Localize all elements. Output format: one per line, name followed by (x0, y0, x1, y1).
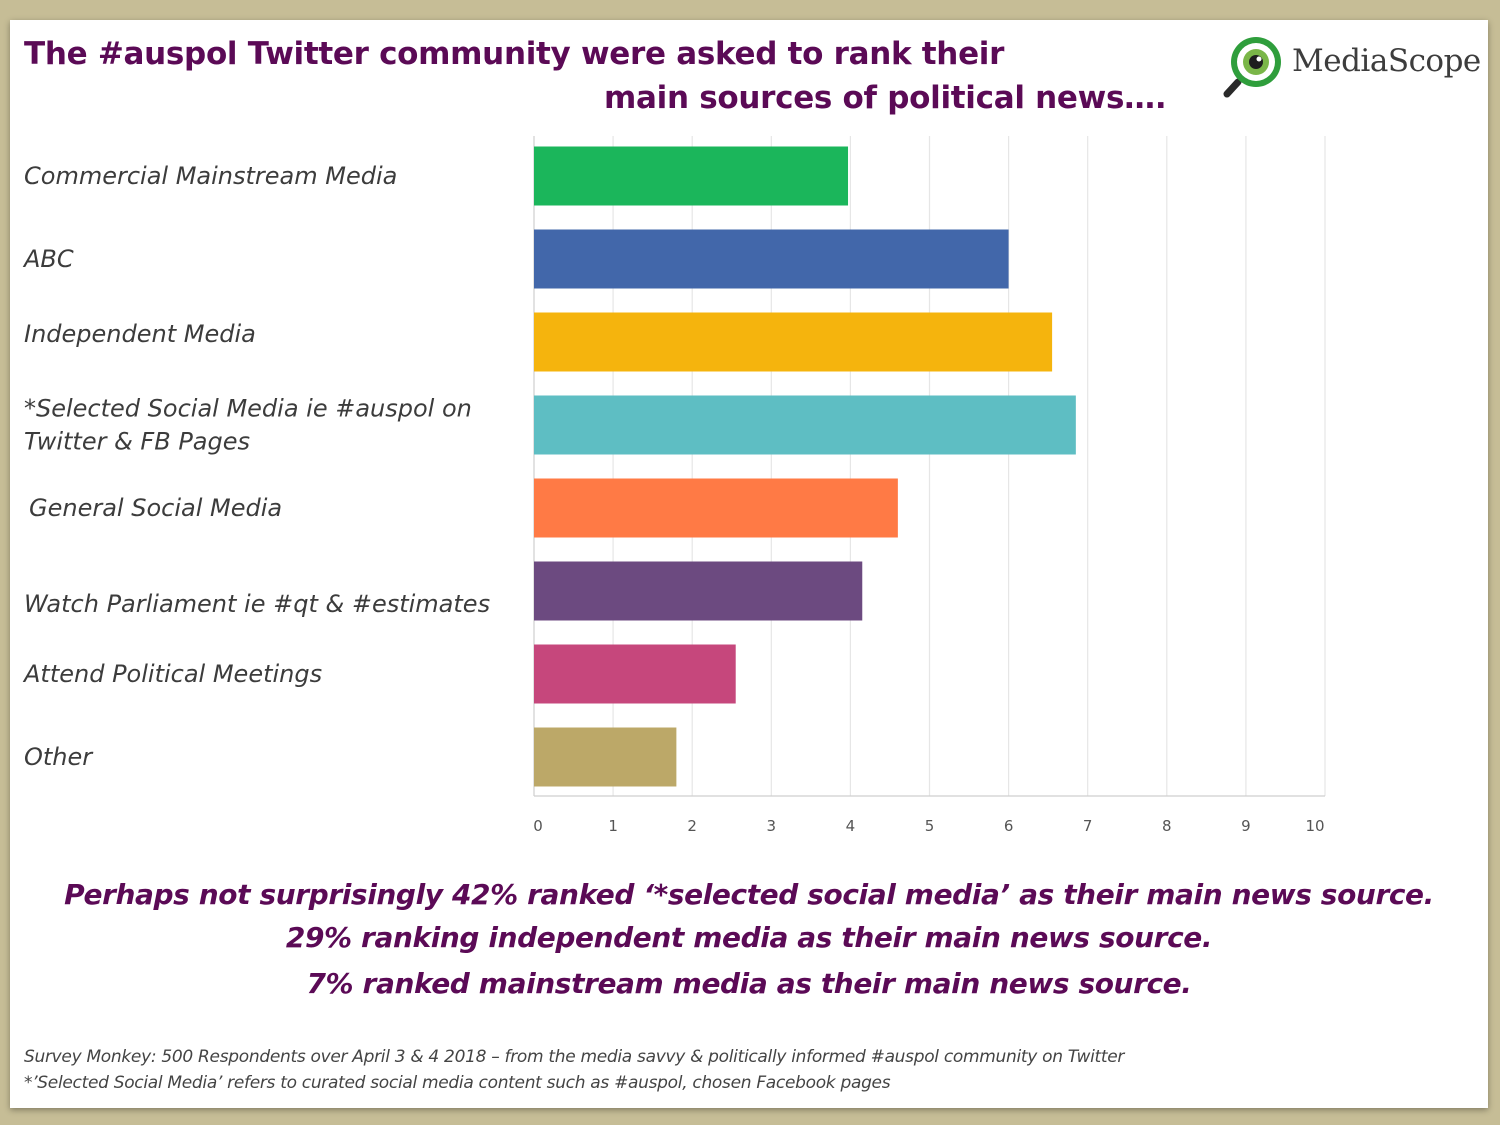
x-tick-label: 6 (1004, 817, 1014, 835)
bar (534, 561, 863, 621)
note-line-3: 7% ranked mainstream media as their main… (306, 967, 1192, 1000)
x-tick-label: 5 (925, 817, 935, 835)
category-label: Other (24, 743, 94, 771)
x-tick-label: 4 (846, 817, 856, 835)
category-label: Commercial Mainstream Media (24, 162, 397, 190)
category-label: Attend Political Meetings (22, 660, 322, 688)
title-line-2: main sources of political news…. (604, 80, 1167, 116)
bar-chart: 0 1 2 3 4 5 6 7 8 9 10 Commercial Mainstream Media A… (22, 136, 1326, 835)
category-label: ABC (22, 245, 74, 273)
category-label: Independent Media (24, 320, 256, 348)
x-tick-label: 8 (1162, 817, 1172, 835)
category-label: Watch Parliament ie #qt & #estimates (24, 590, 490, 618)
category-label: General Social Media (29, 494, 282, 522)
x-tick-label: 2 (687, 817, 697, 835)
x-tick-label: 0 (533, 817, 543, 835)
x-tick-label: 1 (608, 817, 618, 835)
x-tick-label: 7 (1083, 817, 1093, 835)
bar (534, 644, 736, 704)
bar (534, 727, 677, 787)
note-line-1: Perhaps not surprisingly 42% ranked ‘*se… (64, 878, 1434, 911)
bar (534, 312, 1053, 372)
magnifier-eye-icon (1223, 37, 1281, 98)
title-line-1: The #auspol Twitter community were asked… (24, 36, 1005, 72)
logo-text: MediaScope (1292, 43, 1481, 79)
x-tick-label: 9 (1241, 817, 1251, 835)
slide: The #auspol Twitter community were asked… (10, 20, 1488, 1108)
footnote-source: Survey Monkey: 500 Respondents over Apri… (24, 1047, 1125, 1067)
bar (534, 229, 1009, 289)
mediascope-logo: MediaScope (1222, 30, 1484, 100)
footnote-definition: *’Selected Social Media’ refers to curat… (24, 1073, 891, 1093)
category-label: *Selected Social Media ie #auspol on Twit… (24, 395, 472, 456)
bar (534, 478, 898, 538)
bar (534, 395, 1076, 455)
x-tick-label: 3 (767, 817, 777, 835)
note-line-2: 29% ranking independent media as their m… (285, 921, 1213, 954)
x-tick-label: 10 (1305, 817, 1324, 835)
bar (534, 146, 849, 206)
